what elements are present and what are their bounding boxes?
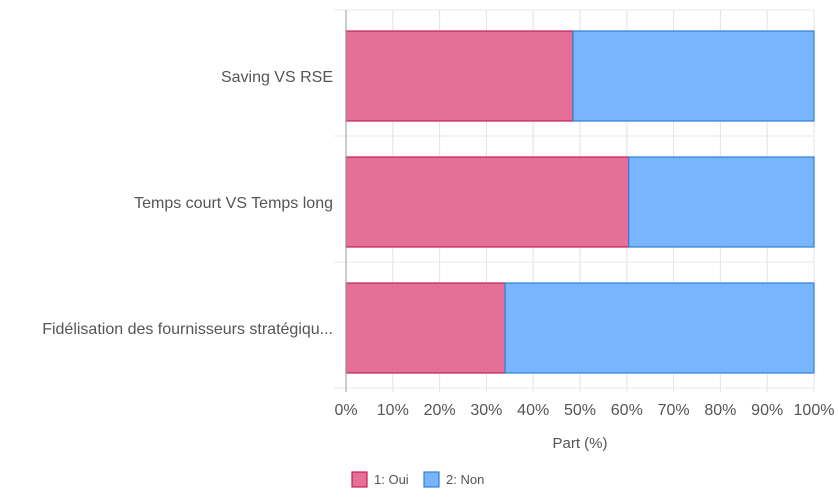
x-tick-label: 10% — [377, 402, 409, 419]
x-tick-label: 0% — [334, 402, 357, 419]
bar-oui-1[interactable] — [345, 156, 630, 248]
x-tick-label: 100% — [794, 402, 835, 419]
bar-oui-2[interactable] — [345, 282, 506, 374]
legend-label-non[interactable]: 2: Non — [446, 472, 484, 487]
bar-oui-0[interactable] — [345, 30, 574, 122]
x-tick-label: 70% — [658, 402, 690, 419]
bar-non-2[interactable] — [504, 282, 815, 374]
x-tick-label: 40% — [517, 402, 549, 419]
x-axis-title: Part (%) — [552, 435, 607, 452]
x-tick-label: 20% — [424, 402, 456, 419]
bar-non-1[interactable] — [628, 156, 815, 248]
category-labels: Saving VS RSE Temps court VS Temps long Fi… — [42, 69, 333, 338]
category-label: Temps court VS Temps long — [134, 195, 333, 212]
legend[interactable]: 1: Oui 2: Non — [351, 471, 484, 488]
bar-non-0[interactable] — [572, 30, 815, 122]
x-tick-labels: 0% 10% 20% 30% 40% 50% 60% 70% 80% 90% 100% — [334, 402, 834, 419]
x-tick-label: 80% — [704, 402, 736, 419]
category-label: Fidélisation des fournisseurs stratégiqu… — [42, 321, 333, 338]
x-tick-label: 30% — [470, 402, 502, 419]
category-label: Saving VS RSE — [221, 69, 333, 86]
legend-swatch-non[interactable] — [423, 471, 440, 488]
legend-label-oui[interactable]: 1: Oui — [374, 472, 409, 487]
x-tick-label: 90% — [751, 402, 783, 419]
legend-swatch-oui[interactable] — [351, 471, 368, 488]
x-tick-label: 50% — [564, 402, 596, 419]
x-tick-label: 60% — [611, 402, 643, 419]
bars — [345, 30, 815, 374]
